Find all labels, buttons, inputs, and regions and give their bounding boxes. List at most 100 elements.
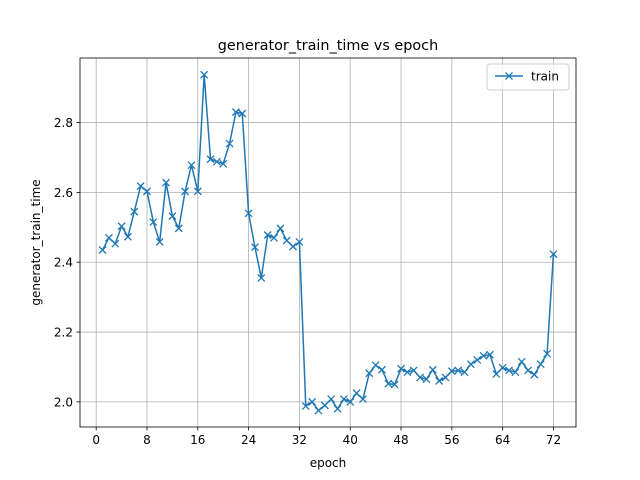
axes-frame: [79, 57, 577, 428]
data-point: [346, 397, 355, 406]
data-point: [435, 376, 444, 385]
data-point: [244, 209, 253, 218]
legend-box: [486, 63, 570, 91]
data-point: [397, 364, 405, 373]
data-point: [371, 361, 380, 370]
legend: train: [486, 63, 570, 91]
chart-title: generator_train_time vs epoch: [218, 38, 438, 54]
grid: [80, 58, 576, 427]
data-point: [428, 365, 437, 374]
data-point: [276, 224, 285, 233]
data-point: [270, 233, 278, 242]
data-point: [339, 395, 348, 404]
data-point: [358, 395, 367, 404]
data-point: [327, 395, 336, 404]
data-point: [162, 178, 171, 187]
series-line-train: [101, 74, 555, 412]
x-axis-label: epoch: [310, 456, 347, 470]
data-point: [479, 351, 488, 360]
data-point: [174, 224, 183, 233]
data-point: [149, 218, 158, 227]
y-tick-label: 2.8: [54, 116, 73, 130]
data-point: [384, 379, 393, 388]
x-tick-label: 56: [444, 433, 459, 447]
data-point: [263, 231, 272, 239]
x-tick-label: 40: [343, 433, 358, 447]
data-point: [447, 367, 456, 376]
data-point: [473, 356, 482, 364]
data-point: [219, 159, 228, 168]
x-tick-label: 72: [546, 433, 561, 447]
data-point: [511, 368, 520, 377]
data-point: [117, 222, 126, 231]
x-tick-label: 16: [190, 433, 205, 447]
data-point: [155, 238, 164, 246]
data-point: [282, 236, 291, 245]
data-point: [460, 368, 469, 377]
data-point: [181, 187, 190, 196]
data-point: [466, 360, 475, 369]
data-point: [130, 207, 139, 216]
data-point: [98, 246, 107, 254]
x-tick-label: 24: [241, 433, 256, 447]
y-tick-label: 2.6: [54, 186, 73, 200]
data-point: [441, 373, 450, 382]
data-point: [200, 70, 209, 79]
data-point: [505, 366, 513, 375]
data-point: [143, 187, 151, 196]
data-point: [212, 157, 221, 166]
x-tick-label: 32: [292, 433, 307, 447]
data-point: [524, 366, 533, 375]
data-point: [104, 233, 113, 242]
data-point: [409, 366, 418, 375]
data-point: [251, 243, 259, 252]
data-point: [378, 365, 386, 374]
data-point: [492, 369, 501, 378]
data-point: [231, 108, 240, 117]
data-point: [136, 182, 145, 191]
y-axis-label: generator_train_time: [29, 179, 43, 305]
data-point: [111, 239, 120, 248]
legend-entry-train: train: [531, 70, 559, 84]
data-point: [187, 161, 196, 170]
data-point: [485, 350, 494, 359]
y-tick-label: 2.4: [54, 256, 73, 270]
x-tick-label: 64: [495, 433, 510, 447]
data-point: [365, 369, 374, 378]
data-point: [403, 368, 412, 377]
data-point: [295, 238, 304, 246]
data-point: [517, 357, 526, 366]
data-point: [168, 212, 177, 221]
data-point: [390, 380, 399, 389]
y-axis-ticks: 2.0 2.2 2.4 2.6 2.8: [54, 116, 80, 409]
data-point: [416, 373, 425, 382]
x-tick-label: 0: [92, 433, 100, 447]
data-point: [257, 273, 266, 282]
data-point: [536, 360, 545, 369]
data-point: [320, 401, 329, 410]
data-point: [422, 375, 431, 384]
data-point: [530, 370, 539, 379]
data-point: [123, 232, 132, 241]
data-point: [498, 363, 507, 372]
x-axis-ticks: 0 8 16 24 32 40 48 56 64 72: [92, 427, 561, 447]
data-point: [333, 404, 342, 413]
data-point: [308, 397, 317, 406]
plot-area: [98, 70, 558, 415]
data-point: [289, 242, 298, 251]
data-point: [549, 250, 558, 259]
y-tick-label: 2.0: [54, 395, 73, 409]
data-point: [225, 139, 234, 148]
data-point: [193, 187, 202, 196]
data-point: [352, 389, 361, 398]
data-point: [301, 402, 310, 411]
data-point: [454, 366, 463, 375]
y-tick-label: 2.2: [54, 326, 73, 340]
data-point: [238, 109, 247, 118]
data-point: [206, 155, 215, 164]
x-tick-label: 8: [143, 433, 151, 447]
data-point: [543, 349, 552, 358]
data-point: [314, 406, 323, 415]
x-tick-label: 48: [393, 433, 408, 447]
